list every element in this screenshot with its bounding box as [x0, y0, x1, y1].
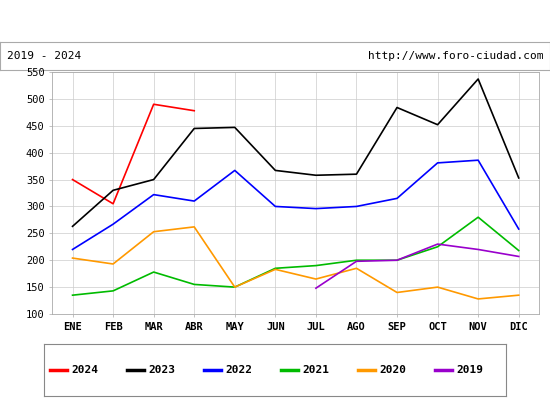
- Text: 2019 - 2024: 2019 - 2024: [7, 51, 81, 61]
- Text: 2020: 2020: [379, 365, 406, 375]
- Text: 2019: 2019: [456, 365, 483, 375]
- Text: Evolucion Nº Turistas Extranjeros en el municipio de Bollullos Par del Condado: Evolucion Nº Turistas Extranjeros en el …: [0, 14, 550, 28]
- Text: 2021: 2021: [302, 365, 329, 375]
- Text: http://www.foro-ciudad.com: http://www.foro-ciudad.com: [368, 51, 543, 61]
- Text: 2024: 2024: [72, 365, 98, 375]
- Text: 2022: 2022: [226, 365, 252, 375]
- Text: 2023: 2023: [148, 365, 175, 375]
